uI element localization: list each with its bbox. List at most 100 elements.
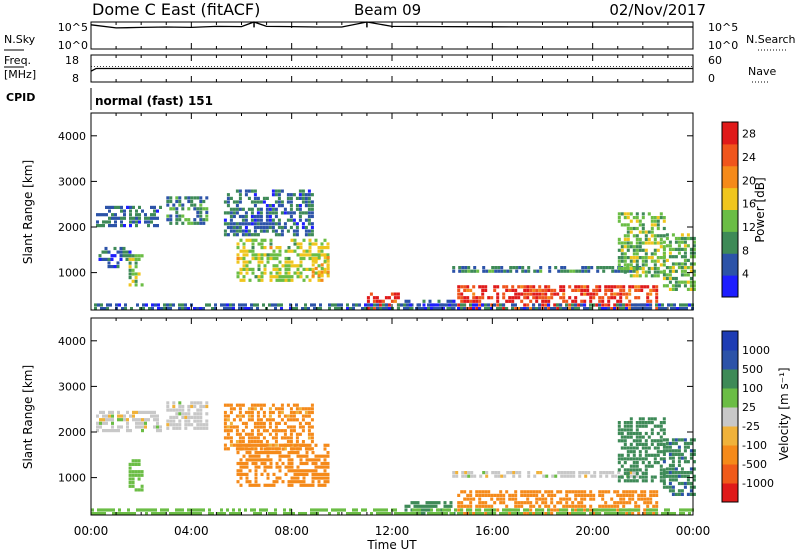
heatmap-cell bbox=[141, 429, 144, 433]
heatmap-cell bbox=[244, 189, 248, 193]
heatmap-cell bbox=[623, 212, 627, 216]
heatmap-cell bbox=[272, 472, 276, 476]
heatmap-cell bbox=[428, 501, 432, 505]
heatmap-cell bbox=[532, 504, 536, 508]
heatmap-cell bbox=[298, 189, 302, 193]
heatmap-cell bbox=[472, 512, 476, 516]
heatmap-cell bbox=[520, 285, 524, 289]
heatmap-cell bbox=[317, 458, 321, 462]
heatmap-cell bbox=[307, 425, 311, 429]
heatmap-cell bbox=[541, 303, 545, 307]
heatmap-cell bbox=[505, 285, 509, 289]
heatmap-cell bbox=[131, 481, 135, 485]
heatmap-cell bbox=[242, 454, 246, 458]
heatmap-cell bbox=[619, 303, 622, 307]
heatmap-cell bbox=[541, 508, 544, 512]
heatmap-cell bbox=[137, 488, 141, 492]
heatmap-cell bbox=[496, 497, 500, 501]
heatmap-cell bbox=[602, 266, 606, 270]
heatmap-cell bbox=[692, 449, 696, 453]
heatmap-cell bbox=[449, 299, 453, 303]
heatmap-cell bbox=[637, 296, 641, 300]
heatmap-cell bbox=[262, 436, 266, 440]
heatmap-cell bbox=[299, 461, 303, 466]
heatmap-cell bbox=[317, 246, 321, 250]
heatmap-cell bbox=[289, 410, 293, 415]
heatmap-cell bbox=[208, 303, 211, 307]
heatmap-cell bbox=[223, 425, 227, 429]
heatmap-cell bbox=[296, 454, 300, 458]
heatmap-cell bbox=[295, 229, 299, 233]
heatmap-cell bbox=[244, 233, 248, 237]
heatmap-cell bbox=[496, 508, 500, 512]
heatmap-cell bbox=[251, 443, 255, 447]
heatmap-cell bbox=[128, 466, 132, 470]
heatmap-cell bbox=[96, 414, 99, 418]
heatmap-cell bbox=[181, 415, 185, 419]
heatmap-cell bbox=[644, 234, 648, 238]
heatmap-cell bbox=[628, 508, 631, 512]
heatmap-cell bbox=[172, 512, 175, 516]
heatmap-cell bbox=[451, 307, 454, 311]
heatmap-cell bbox=[481, 288, 485, 292]
heatmap-cell bbox=[250, 440, 254, 444]
heatmap-cell bbox=[272, 480, 276, 484]
heatmap-cell bbox=[263, 264, 267, 268]
heatmap-cell bbox=[232, 407, 236, 411]
heatmap-cell bbox=[511, 508, 514, 512]
heatmap-cell bbox=[323, 465, 327, 469]
heatmap-cell bbox=[293, 480, 297, 484]
heatmap-cell bbox=[637, 303, 640, 307]
heatmap-cell bbox=[134, 459, 138, 463]
heatmap-cell bbox=[251, 249, 255, 253]
heatmap-cell bbox=[310, 211, 314, 215]
heatmap-cell bbox=[550, 497, 554, 501]
heatmap-cell bbox=[619, 307, 622, 311]
heatmap-cell bbox=[667, 512, 670, 516]
heatmap-cell bbox=[99, 418, 102, 422]
heatmap-cell bbox=[454, 508, 457, 512]
heatmap-cell bbox=[655, 307, 659, 311]
heatmap-cell bbox=[108, 209, 111, 213]
heatmap-cell bbox=[290, 458, 294, 462]
heatmap-cell bbox=[650, 256, 654, 260]
heatmap-cell bbox=[248, 454, 252, 458]
heatmap-cell bbox=[205, 419, 209, 423]
heatmap-cell bbox=[311, 461, 315, 466]
heatmap-cell bbox=[196, 307, 199, 311]
heatmap-cell bbox=[623, 421, 627, 425]
heatmap-cell bbox=[278, 267, 282, 271]
heatmap-cell bbox=[617, 259, 621, 263]
heatmap-cell bbox=[175, 210, 179, 214]
heatmap-cell bbox=[292, 222, 296, 226]
heatmap-cell bbox=[296, 275, 300, 279]
heatmap-cell bbox=[253, 225, 257, 230]
heatmap-cell bbox=[475, 508, 478, 512]
heatmap-cell bbox=[455, 474, 459, 478]
heatmap-cell bbox=[620, 428, 624, 432]
heatmap-cell bbox=[245, 465, 249, 469]
heatmap-cell bbox=[130, 307, 133, 311]
heatmap-cell bbox=[251, 253, 255, 257]
heatmap-cell bbox=[689, 456, 693, 460]
heatmap-cell bbox=[202, 221, 206, 225]
heatmap-cell bbox=[136, 303, 139, 307]
heatmap-cell bbox=[138, 205, 141, 209]
heatmap-cell bbox=[529, 508, 533, 512]
heatmap-cell bbox=[646, 497, 650, 501]
heatmap-cell bbox=[304, 303, 307, 307]
heatmap-cell bbox=[323, 480, 327, 484]
heatmap-cell bbox=[659, 442, 663, 446]
heatmap-cell bbox=[665, 471, 669, 475]
heatmap-cell bbox=[443, 501, 447, 505]
heatmap-cell bbox=[523, 493, 527, 497]
heatmap-cell bbox=[280, 429, 284, 433]
heatmap-cell bbox=[289, 193, 293, 197]
heatmap-cell bbox=[256, 303, 259, 307]
heatmap-cell bbox=[292, 418, 296, 422]
heatmap-cell bbox=[689, 269, 693, 273]
heatmap-cell bbox=[313, 508, 316, 512]
heatmap-cell bbox=[512, 471, 516, 475]
heatmap-cell bbox=[623, 216, 627, 220]
heatmap-cell bbox=[239, 483, 243, 487]
